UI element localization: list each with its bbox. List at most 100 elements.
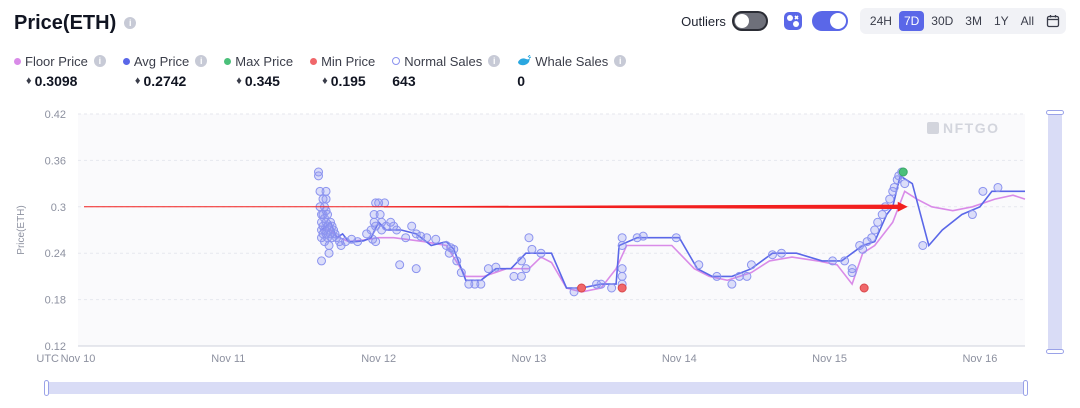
normal-sale-point [324, 248, 334, 258]
x-tick-label: Nov 13 [512, 353, 547, 365]
info-icon[interactable]: i [93, 55, 106, 67]
normal-sale-point [411, 229, 421, 239]
y-scroll-handle-bottom[interactable] [1046, 349, 1064, 354]
normal-sale-point [867, 233, 877, 243]
normal-sale-point [324, 240, 334, 250]
normal-sale-point [967, 210, 977, 220]
x-scroll-handle-left[interactable] [44, 380, 49, 396]
normal-sale-point [993, 182, 1003, 192]
normal-sale-point [900, 179, 910, 189]
stat-min-price: Min Price ♦ 0.195 [310, 53, 375, 89]
normal-sale-point [734, 271, 744, 281]
normal-sale-point [889, 182, 899, 192]
y-tick-label: 0.12 [45, 341, 66, 353]
normal-sale-point [323, 210, 333, 220]
normal-sale-point [353, 237, 363, 247]
y-tick-label: 0.36 [45, 155, 66, 167]
normal-sale-point [671, 233, 681, 243]
normal-sale-point [317, 256, 327, 266]
normal-sale-point [527, 244, 537, 254]
normal-sale-point [392, 225, 402, 235]
whale-icon [517, 55, 532, 67]
arrow-head [897, 201, 908, 212]
normal-sale-point [569, 287, 579, 297]
normal-sale-point [847, 268, 857, 278]
normal-sale-point [375, 210, 385, 220]
stat-label: Normal Sales [404, 53, 483, 69]
info-icon[interactable]: i [614, 55, 627, 67]
normal-sale-point [422, 233, 432, 243]
normal-sale-point [742, 271, 752, 281]
max-price-legend-dot [224, 57, 232, 65]
whale-filter-icon[interactable] [782, 10, 804, 32]
x-scroll-handle-right[interactable] [1023, 380, 1028, 396]
toggle-knob [829, 13, 846, 29]
x-scrollbar[interactable] [44, 380, 1028, 396]
normal-sale-point [314, 171, 324, 181]
normal-sale-point [516, 256, 526, 266]
nftgo-logo-icon [927, 122, 939, 134]
normal-sale-point [516, 271, 526, 281]
range-7d-button[interactable]: 7D [898, 11, 925, 31]
annotation-arrow [84, 201, 908, 212]
normal-sale-point [441, 240, 451, 250]
min-price-point [617, 283, 627, 293]
stat-value: 0.345 [244, 73, 280, 89]
range-24h-button[interactable]: 24H [869, 14, 892, 28]
range-all-button[interactable]: All [1020, 14, 1034, 28]
normal-sale-point [321, 186, 331, 196]
x-tick-label: Nov 16 [962, 353, 997, 365]
stat-value: 0.3098 [34, 73, 78, 89]
range-3m-button[interactable]: 3M [965, 14, 982, 28]
normal-sale-point [596, 279, 606, 289]
chart-title-row: Price(ETH) i [14, 10, 137, 36]
stat-label: Whale Sales [535, 53, 609, 69]
normal-sale-point [431, 234, 441, 244]
normal-sale-point [456, 268, 466, 278]
nftgo-watermark: NFTGO [927, 120, 1000, 136]
page-title: Price(ETH) [14, 11, 117, 34]
range-30d-button[interactable]: 30D [931, 14, 954, 28]
info-icon[interactable]: i [124, 17, 137, 29]
y-tick-label: 0.18 [45, 295, 66, 307]
normal-sale-point [449, 244, 459, 254]
normal-sale-point [536, 248, 546, 258]
y-tick-label: 0.3 [51, 202, 66, 214]
stat-max-price: Max Price ♦ 0.345 [224, 53, 293, 89]
max-price-point [898, 167, 908, 177]
calendar-icon[interactable] [1044, 12, 1062, 30]
y-scroll-handle-top[interactable] [1046, 110, 1064, 115]
normal-sale-point [407, 221, 417, 231]
normal-sale-point [395, 260, 405, 270]
stat-value: 643 [392, 73, 416, 89]
x-tick-label: Nov 15 [812, 353, 847, 365]
y-axis: 0.12 0.18 0.24 0.3 0.36 0.42 [45, 109, 66, 353]
min-price-point [859, 283, 869, 293]
y-scrollbar[interactable] [1046, 110, 1064, 354]
toggle-knob [734, 14, 749, 28]
watermark-text: NFTGO [943, 120, 1000, 136]
info-icon[interactable]: i [195, 55, 208, 67]
stat-label: Min Price [321, 53, 376, 69]
normal-sale-point [767, 250, 777, 260]
normal-sale-point [380, 198, 390, 208]
normal-sale-point [918, 240, 928, 250]
stat-label: Avg Price [133, 53, 190, 69]
normal-sale-point [617, 240, 627, 250]
range-1y-button[interactable]: 1Y [993, 14, 1009, 28]
arrow-shaft-taper [384, 204, 900, 209]
normal-sale-point [476, 279, 486, 289]
stat-floor-price: Floor Price i ♦ 0.3098 [14, 53, 106, 89]
normal-sale-point [885, 194, 895, 204]
stat-avg-price: Avg Price i ♦ 0.2742 [122, 53, 208, 89]
whale-toggle[interactable] [811, 11, 848, 31]
floor-price-legend-dot [14, 57, 21, 65]
min-price-point [577, 283, 587, 293]
info-icon[interactable]: i [488, 55, 501, 67]
outliers-toggle[interactable] [731, 11, 768, 31]
plot-area [78, 114, 1025, 346]
normal-sale-point [877, 210, 887, 220]
x-tick-label: Nov 10 [61, 353, 96, 365]
chart-controls: Outliers 24H 7D 30D 3M 1Y All [681, 8, 1066, 34]
